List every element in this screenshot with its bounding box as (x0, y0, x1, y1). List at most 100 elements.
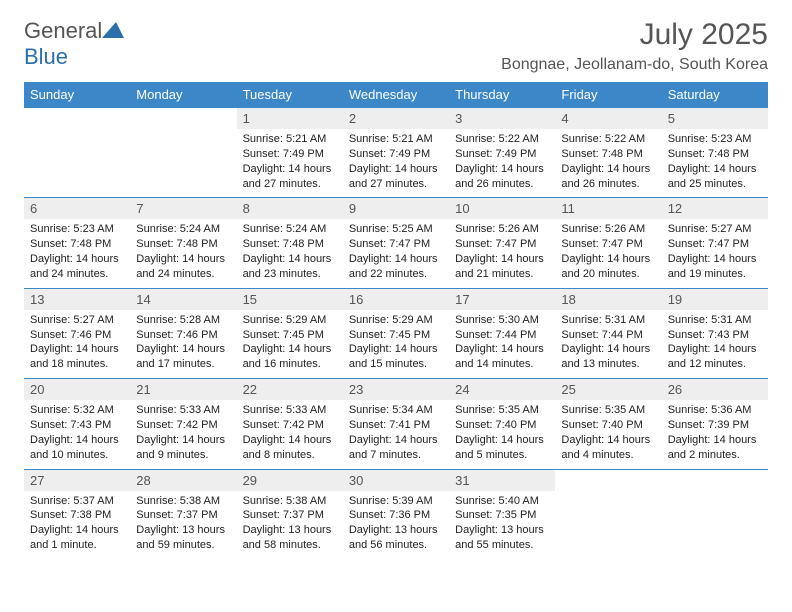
calendar-page: GeneralBlue July 2025 Bongnae, Jeollanam… (0, 0, 792, 559)
day-number-cell: 17 (449, 288, 555, 310)
day-detail-cell: Sunrise: 5:37 AMSunset: 7:38 PMDaylight:… (24, 491, 130, 559)
sunrise-line: Sunrise: 5:22 AM (561, 132, 655, 147)
sunrise-line: Sunrise: 5:38 AM (243, 494, 337, 509)
sunset-line: Sunset: 7:39 PM (668, 418, 762, 433)
day-detail-cell (130, 129, 236, 198)
daylight-line: Daylight: 14 hours and 15 minutes. (349, 342, 443, 372)
sunrise-line: Sunrise: 5:31 AM (668, 313, 762, 328)
day-number-cell: 23 (343, 379, 449, 401)
logo-triangle-icon (102, 22, 124, 38)
sunrise-line: Sunrise: 5:32 AM (30, 403, 124, 418)
day-header: Friday (555, 82, 661, 108)
daylight-line: Daylight: 14 hours and 13 minutes. (561, 342, 655, 372)
day-number-cell: 29 (237, 469, 343, 491)
week-detail-row: Sunrise: 5:21 AMSunset: 7:49 PMDaylight:… (24, 129, 768, 198)
day-detail-cell: Sunrise: 5:30 AMSunset: 7:44 PMDaylight:… (449, 310, 555, 379)
daylight-line: Daylight: 13 hours and 55 minutes. (455, 523, 549, 553)
sunrise-line: Sunrise: 5:28 AM (136, 313, 230, 328)
daylight-line: Daylight: 13 hours and 56 minutes. (349, 523, 443, 553)
day-detail-cell: Sunrise: 5:27 AMSunset: 7:47 PMDaylight:… (662, 219, 768, 288)
sunset-line: Sunset: 7:44 PM (561, 328, 655, 343)
week-number-row: 2728293031 (24, 469, 768, 491)
day-detail-cell: Sunrise: 5:21 AMSunset: 7:49 PMDaylight:… (237, 129, 343, 198)
day-number-cell: 19 (662, 288, 768, 310)
daylight-line: Daylight: 14 hours and 23 minutes. (243, 252, 337, 282)
sunset-line: Sunset: 7:42 PM (136, 418, 230, 433)
sunset-line: Sunset: 7:46 PM (30, 328, 124, 343)
daylight-line: Daylight: 14 hours and 26 minutes. (455, 162, 549, 192)
day-number-cell: 30 (343, 469, 449, 491)
day-detail-cell (555, 491, 661, 559)
day-detail-cell: Sunrise: 5:24 AMSunset: 7:48 PMDaylight:… (237, 219, 343, 288)
daylight-line: Daylight: 14 hours and 10 minutes. (30, 433, 124, 463)
daylight-line: Daylight: 14 hours and 18 minutes. (30, 342, 124, 372)
sunrise-line: Sunrise: 5:29 AM (349, 313, 443, 328)
day-detail-cell: Sunrise: 5:22 AMSunset: 7:49 PMDaylight:… (449, 129, 555, 198)
daylight-line: Daylight: 14 hours and 26 minutes. (561, 162, 655, 192)
sunset-line: Sunset: 7:40 PM (561, 418, 655, 433)
sunrise-line: Sunrise: 5:39 AM (349, 494, 443, 509)
day-detail-cell: Sunrise: 5:31 AMSunset: 7:44 PMDaylight:… (555, 310, 661, 379)
sunset-line: Sunset: 7:46 PM (136, 328, 230, 343)
daylight-line: Daylight: 14 hours and 2 minutes. (668, 433, 762, 463)
day-number-cell (555, 469, 661, 491)
day-number-cell: 1 (237, 108, 343, 130)
daylight-line: Daylight: 14 hours and 1 minute. (30, 523, 124, 553)
day-detail-cell: Sunrise: 5:40 AMSunset: 7:35 PMDaylight:… (449, 491, 555, 559)
sunset-line: Sunset: 7:48 PM (668, 147, 762, 162)
location: Bongnae, Jeollanam-do, South Korea (501, 56, 768, 74)
day-detail-cell: Sunrise: 5:25 AMSunset: 7:47 PMDaylight:… (343, 219, 449, 288)
sunset-line: Sunset: 7:48 PM (561, 147, 655, 162)
sunrise-line: Sunrise: 5:40 AM (455, 494, 549, 509)
header: GeneralBlue July 2025 Bongnae, Jeollanam… (24, 18, 768, 74)
daylight-line: Daylight: 14 hours and 12 minutes. (668, 342, 762, 372)
sunset-line: Sunset: 7:47 PM (455, 237, 549, 252)
sunrise-line: Sunrise: 5:23 AM (30, 222, 124, 237)
sunset-line: Sunset: 7:37 PM (243, 508, 337, 523)
daylight-line: Daylight: 14 hours and 19 minutes. (668, 252, 762, 282)
daylight-line: Daylight: 14 hours and 9 minutes. (136, 433, 230, 463)
day-detail-cell: Sunrise: 5:29 AMSunset: 7:45 PMDaylight:… (237, 310, 343, 379)
title-block: July 2025 Bongnae, Jeollanam-do, South K… (501, 18, 768, 74)
sunrise-line: Sunrise: 5:35 AM (455, 403, 549, 418)
day-detail-cell: Sunrise: 5:31 AMSunset: 7:43 PMDaylight:… (662, 310, 768, 379)
day-number-cell (130, 108, 236, 130)
sunset-line: Sunset: 7:47 PM (349, 237, 443, 252)
day-detail-cell: Sunrise: 5:34 AMSunset: 7:41 PMDaylight:… (343, 400, 449, 469)
day-detail-cell: Sunrise: 5:36 AMSunset: 7:39 PMDaylight:… (662, 400, 768, 469)
sunrise-line: Sunrise: 5:21 AM (243, 132, 337, 147)
day-number-cell: 7 (130, 198, 236, 220)
day-detail-cell: Sunrise: 5:38 AMSunset: 7:37 PMDaylight:… (237, 491, 343, 559)
day-number-cell: 16 (343, 288, 449, 310)
sunset-line: Sunset: 7:44 PM (455, 328, 549, 343)
week-number-row: 13141516171819 (24, 288, 768, 310)
day-detail-cell: Sunrise: 5:29 AMSunset: 7:45 PMDaylight:… (343, 310, 449, 379)
day-detail-cell: Sunrise: 5:21 AMSunset: 7:49 PMDaylight:… (343, 129, 449, 198)
day-number-cell: 12 (662, 198, 768, 220)
day-number-cell: 6 (24, 198, 130, 220)
daylight-line: Daylight: 14 hours and 24 minutes. (136, 252, 230, 282)
day-number-cell: 18 (555, 288, 661, 310)
sunrise-line: Sunrise: 5:23 AM (668, 132, 762, 147)
sunset-line: Sunset: 7:36 PM (349, 508, 443, 523)
week-number-row: 6789101112 (24, 198, 768, 220)
daylight-line: Daylight: 14 hours and 22 minutes. (349, 252, 443, 282)
calendar-table: SundayMondayTuesdayWednesdayThursdayFrid… (24, 82, 768, 559)
brand-part1: General (24, 18, 102, 43)
sunrise-line: Sunrise: 5:37 AM (30, 494, 124, 509)
day-number-cell: 3 (449, 108, 555, 130)
sunset-line: Sunset: 7:43 PM (30, 418, 124, 433)
day-number-cell: 9 (343, 198, 449, 220)
day-detail-cell: Sunrise: 5:33 AMSunset: 7:42 PMDaylight:… (237, 400, 343, 469)
sunset-line: Sunset: 7:48 PM (30, 237, 124, 252)
day-detail-cell: Sunrise: 5:32 AMSunset: 7:43 PMDaylight:… (24, 400, 130, 469)
daylight-line: Daylight: 14 hours and 8 minutes. (243, 433, 337, 463)
day-number-cell (24, 108, 130, 130)
day-number-cell: 20 (24, 379, 130, 401)
day-number-cell: 13 (24, 288, 130, 310)
daylight-line: Daylight: 14 hours and 17 minutes. (136, 342, 230, 372)
brand-part2: Blue (24, 44, 68, 69)
sunset-line: Sunset: 7:45 PM (349, 328, 443, 343)
day-number-cell: 22 (237, 379, 343, 401)
sunrise-line: Sunrise: 5:21 AM (349, 132, 443, 147)
